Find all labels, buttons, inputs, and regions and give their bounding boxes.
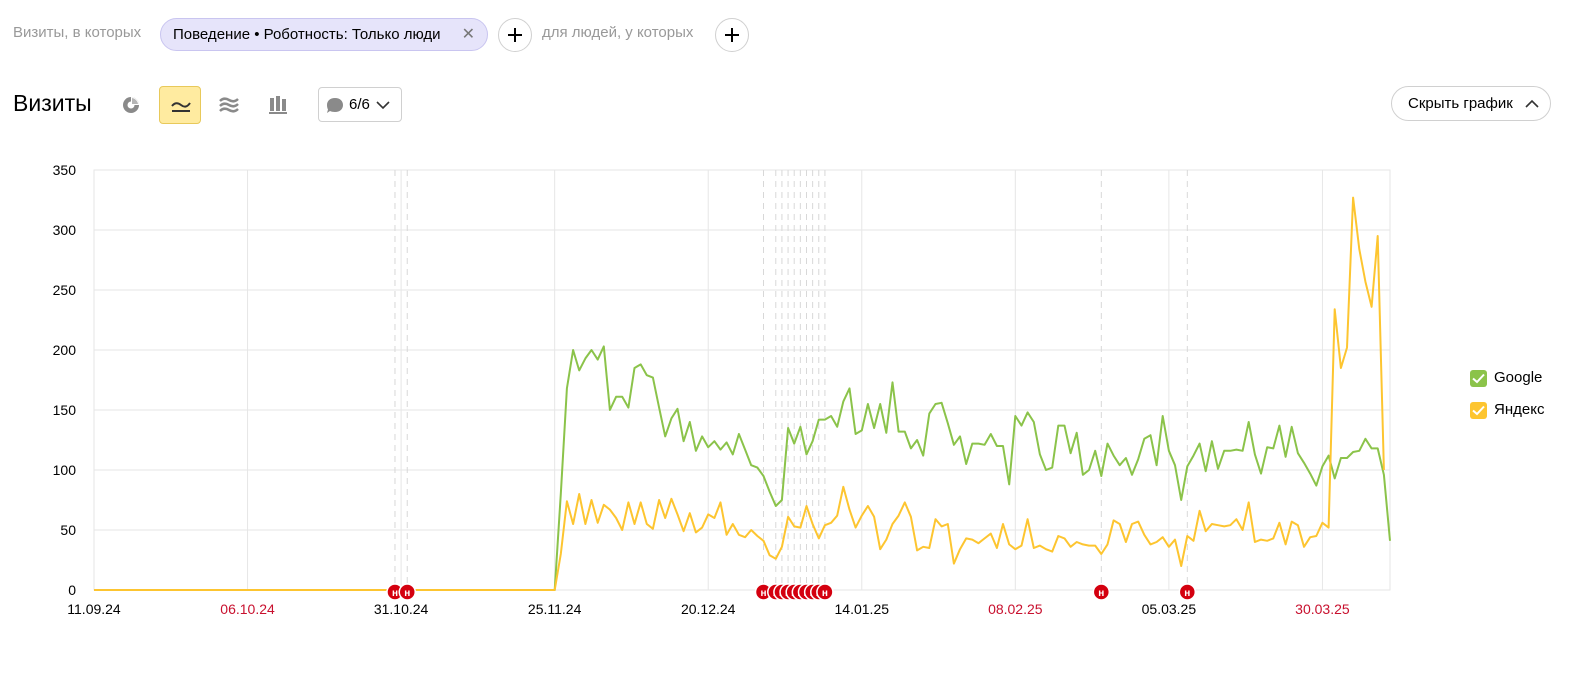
x-axis: 11.09.24 06.10.24 31.10.24 25.11.24 20.12.24… [67,601,1350,617]
behavior-filter-chip[interactable]: Поведение • Роботность: Только люди ✕ [160,18,488,51]
annotation-lines [394,170,1188,590]
x-tick-label: 20.12.24 [681,601,736,617]
annotation-markers: нннннннннннннн [386,583,1197,601]
annotation-marker-label: н [1098,588,1104,599]
bar-chart-icon [269,96,287,114]
legend-checkbox-google[interactable] [1470,370,1487,387]
y-tick-label: 350 [53,162,77,178]
chevron-up-icon [1525,99,1539,108]
y-tick-label: 200 [53,342,77,358]
line-chart-icon [171,102,191,112]
area-chart-button[interactable] [208,86,250,124]
checkmark-icon [1472,405,1485,416]
y-tick-label: 250 [53,282,77,298]
y-tick-label: 100 [53,462,77,478]
annotation-marker [398,583,417,601]
add-visit-condition-button[interactable] [498,18,532,52]
comments-dropdown[interactable]: 6/6 [318,87,402,122]
comment-bubble-icon [327,98,343,113]
line-chart-button[interactable] [159,86,201,124]
y-axis: 0 50 100 150 200 250 300 350 [53,162,77,598]
y-tick-label: 50 [60,522,76,538]
annotation-marker-label: н [1184,588,1190,599]
plus-icon [508,28,522,42]
add-people-condition-button[interactable] [715,18,749,52]
legend-label-google: Google [1494,369,1543,386]
chart-series [94,196,1391,591]
x-tick-label: 11.09.24 [67,601,121,617]
legend-item-yandex[interactable]: Яндекс [1470,400,1570,432]
page-title: Визиты [13,90,92,116]
x-tick-label: 31.10.24 [374,601,429,617]
series-line-yandex [94,196,1385,591]
people-filter-label: для людей, у которых [542,24,694,41]
annotation-marker [1178,583,1197,601]
x-tick-label: 06.10.24 [220,601,275,617]
legend-checkbox-yandex[interactable] [1470,402,1487,419]
x-tick-label: 14.01.25 [835,601,890,617]
annotation-marker-label: н [392,588,398,599]
bar-chart-button[interactable] [257,86,299,124]
legend-label-yandex: Яндекс [1494,401,1545,418]
visits-line-chart: 0 50 100 150 200 250 300 350 11.09.24 06.10.24 31… [53,162,1391,617]
comments-count: 6/6 [349,96,370,113]
annotation-marker-label: н [822,588,828,599]
checkmark-icon [1472,373,1485,384]
y-tick-label: 150 [53,402,77,418]
behavior-filter-chip-label: Поведение • Роботность: Только люди [173,26,441,43]
x-tick-label: 30.03.25 [1295,601,1350,617]
pie-chart-button[interactable] [110,86,152,124]
annotation-marker-label: н [404,588,410,599]
annotation-marker [1092,583,1111,601]
pie-chart-icon [123,97,139,113]
plus-icon [725,28,739,42]
close-icon[interactable]: ✕ [461,26,475,43]
area-chart-icon [219,97,239,113]
x-tick-label: 25.11.24 [528,601,582,617]
chart-grid [93,169,1391,591]
legend-item-google[interactable]: Google [1470,368,1570,400]
annotation-marker-label: н [760,588,766,599]
y-tick-label: 300 [53,222,77,238]
hide-chart-label: Скрыть график [1408,95,1513,112]
x-tick-label: 05.03.25 [1142,601,1197,617]
annotation-marker [816,583,834,601]
x-tick-label: 08.02.25 [988,601,1043,617]
segment-filter-bar: Визиты, в которых Поведение • Роботность… [0,15,800,55]
y-tick-label: 0 [68,582,76,598]
chevron-down-icon [376,101,390,110]
chart-legend: Google Яндекс [1470,368,1570,432]
hide-chart-button[interactable]: Скрыть график [1391,86,1551,121]
series-line-google [94,345,1391,591]
visits-filter-label: Визиты, в которых [13,24,142,41]
